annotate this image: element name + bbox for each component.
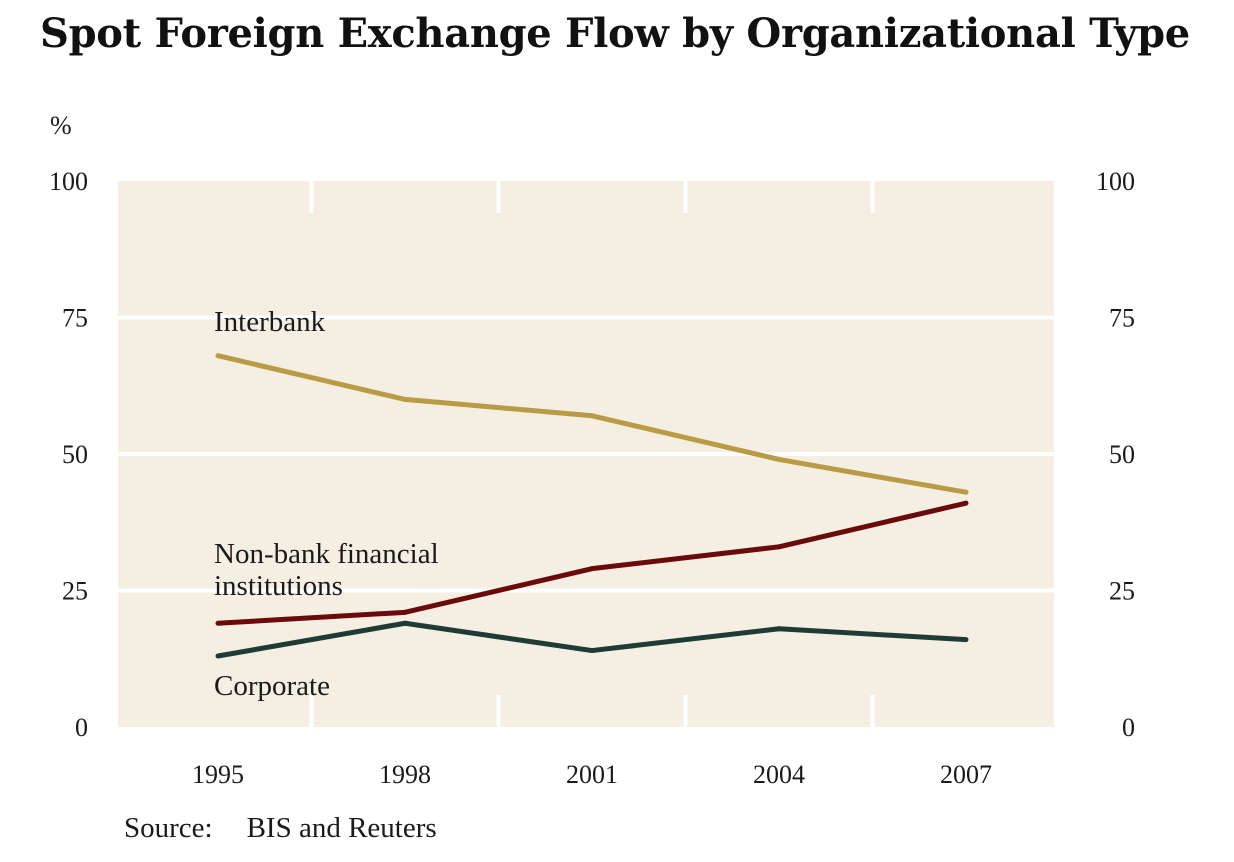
x-tick-2004: 2004 [753,760,805,789]
series-label-0: Interbank [214,306,326,338]
series-label-1-line-0: Non-bank financial [214,538,439,570]
y-axis-right: 0 25 50 75 100 [1096,167,1135,742]
y-tick-left-100: 100 [49,167,88,196]
x-tick-1995: 1995 [192,760,244,789]
data-point-1-1 [402,609,408,615]
y-unit-label: % [50,111,72,140]
y-axis-left: 0 25 50 75 100 [49,167,88,742]
x-tick-2001: 2001 [566,760,618,789]
data-point-2-1 [402,620,408,626]
y-tick-left-75: 75 [62,304,88,333]
data-point-1-0 [215,620,221,626]
series-label-2: Corporate [214,670,330,702]
gridlines [118,181,1054,727]
data-point-0-3 [776,456,782,462]
series-lines [215,353,969,659]
y-tick-left-0: 0 [75,713,88,742]
data-point-0-0 [215,353,221,359]
data-point-2-3 [776,626,782,632]
y-tick-left-50: 50 [62,440,88,469]
data-point-1-4 [963,500,969,506]
data-point-2-4 [963,637,969,643]
source-note: Source: BIS and Reuters [124,812,437,845]
data-point-0-1 [402,396,408,402]
data-point-1-3 [776,544,782,550]
x-axis: 1995 1998 2001 2004 2007 [192,760,992,789]
data-point-1-2 [589,566,595,572]
source-value: BIS and Reuters [246,812,437,844]
data-point-0-4 [963,489,969,495]
y-tick-right-50: 50 [1109,440,1135,469]
series-label-1-line-1: institutions [214,570,343,602]
y-tick-right-100: 100 [1096,167,1135,196]
chart-title: Spot Foreign Exchange Flow by Organizati… [40,10,1190,57]
source-label: Source: [124,812,213,844]
data-point-0-2 [589,413,595,419]
y-tick-right-25: 25 [1109,577,1135,606]
y-tick-right-0: 0 [1122,713,1135,742]
data-point-2-2 [589,648,595,654]
data-point-2-0 [215,653,221,659]
x-tick-1998: 1998 [379,760,431,789]
y-tick-right-75: 75 [1109,304,1135,333]
x-tick-2007: 2007 [940,760,992,789]
y-tick-left-25: 25 [62,577,88,606]
